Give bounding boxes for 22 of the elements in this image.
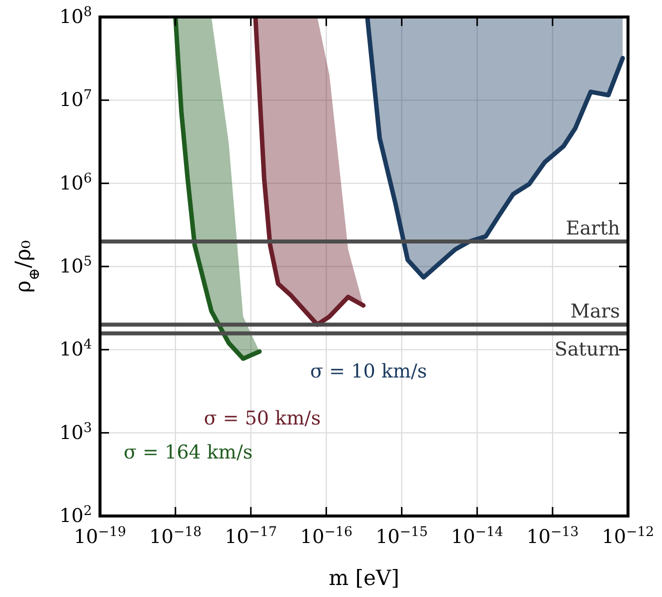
text: σ = 164 km/s bbox=[124, 442, 253, 464]
x-tick-label: 10$^{−16}$ bbox=[300, 524, 352, 548]
x-tick-label: 10$^{−15}$ bbox=[376, 524, 428, 548]
ref-line-label: Earth bbox=[566, 217, 620, 240]
x-tick-label: 10$^{−17}$ bbox=[224, 524, 277, 548]
y-tick-label: 10$^{5}$ bbox=[59, 254, 92, 278]
x-tick-label: 10$^{−14}$ bbox=[451, 524, 504, 548]
y-tick-label: 10$^{2}$ bbox=[59, 504, 92, 527]
y-tick-label: 10$^{8}$ bbox=[59, 4, 92, 28]
x-tick-label: 10$^{−13}$ bbox=[526, 524, 579, 548]
text: σ = 50 km/s bbox=[204, 408, 321, 430]
y-tick-label: 10$^{4}$ bbox=[59, 337, 92, 361]
x-tick-label: 10$^{−12}$ bbox=[602, 524, 654, 548]
y-tick-label: 10$^{3}$ bbox=[59, 420, 92, 444]
x-axis-title: m [eV] bbox=[328, 566, 400, 590]
x-tick-label: 10$^{−18}$ bbox=[149, 524, 202, 548]
text: σ = 10 km/s bbox=[310, 360, 428, 382]
ref-line-label: Saturn bbox=[554, 338, 620, 360]
y-tick-label: 10$^{7}$ bbox=[59, 88, 92, 112]
y-tick-label: 10$^{6}$ bbox=[59, 170, 92, 194]
ref-line-label: Mars bbox=[570, 300, 620, 323]
x-tick-label: 10$^{−19}$ bbox=[74, 524, 126, 548]
